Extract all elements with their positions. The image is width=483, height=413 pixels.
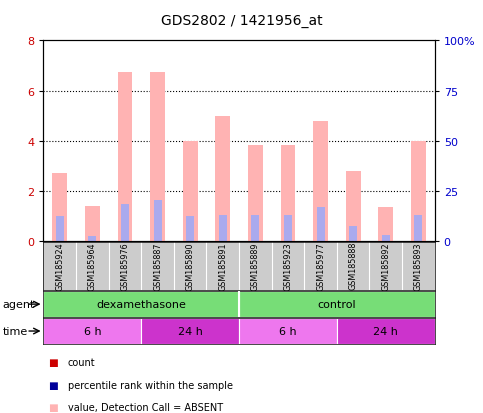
Bar <box>53 174 67 242</box>
Text: GSM185924: GSM185924 <box>55 241 64 290</box>
Text: GSM185976: GSM185976 <box>120 241 129 290</box>
Text: GSM185889: GSM185889 <box>251 242 260 290</box>
Text: GSM185977: GSM185977 <box>316 241 325 290</box>
Text: GSM185923: GSM185923 <box>284 241 293 290</box>
Bar <box>150 73 165 242</box>
Bar <box>346 171 360 242</box>
Text: ■: ■ <box>48 357 58 367</box>
Bar <box>183 141 198 242</box>
Bar <box>239 318 337 344</box>
Text: 6 h: 6 h <box>279 326 297 336</box>
Bar <box>219 215 227 242</box>
Bar <box>239 292 435 317</box>
Text: value, Detection Call = ABSENT: value, Detection Call = ABSENT <box>68 402 223 413</box>
Bar <box>337 318 435 344</box>
Text: GDS2802 / 1421956_at: GDS2802 / 1421956_at <box>161 14 322 28</box>
Bar <box>281 145 295 242</box>
Text: time: time <box>2 326 28 336</box>
Bar <box>379 208 393 242</box>
Bar <box>251 215 259 242</box>
Text: percentile rank within the sample: percentile rank within the sample <box>68 380 233 390</box>
Bar <box>43 318 142 344</box>
Bar <box>154 200 162 242</box>
Text: ■: ■ <box>48 380 58 390</box>
Bar <box>349 227 357 242</box>
Bar <box>284 215 292 242</box>
Bar <box>85 206 99 242</box>
Text: count: count <box>68 357 95 367</box>
Text: GSM185888: GSM185888 <box>349 242 358 290</box>
Text: GSM185887: GSM185887 <box>153 242 162 290</box>
Bar <box>88 237 97 242</box>
Text: 24 h: 24 h <box>178 326 203 336</box>
Text: dexamethasone: dexamethasone <box>96 299 186 309</box>
Bar <box>186 216 194 242</box>
Bar <box>43 292 239 317</box>
Text: GSM185891: GSM185891 <box>218 242 227 290</box>
Text: GSM185890: GSM185890 <box>185 242 195 290</box>
Text: agent: agent <box>2 299 35 309</box>
Bar <box>118 73 132 242</box>
Bar <box>121 204 129 242</box>
Text: GSM185893: GSM185893 <box>414 242 423 290</box>
Bar <box>215 116 230 242</box>
Text: 6 h: 6 h <box>84 326 101 336</box>
Text: 24 h: 24 h <box>373 326 398 336</box>
Text: ■: ■ <box>48 402 58 413</box>
Bar <box>411 141 426 242</box>
Bar <box>248 145 263 242</box>
Text: GSM185964: GSM185964 <box>88 242 97 290</box>
Bar <box>414 215 423 242</box>
Bar <box>316 208 325 242</box>
Bar <box>313 121 328 242</box>
Text: GSM185892: GSM185892 <box>381 241 390 290</box>
Text: control: control <box>318 299 356 309</box>
Bar <box>56 216 64 242</box>
Bar <box>382 235 390 242</box>
Bar <box>141 318 239 344</box>
